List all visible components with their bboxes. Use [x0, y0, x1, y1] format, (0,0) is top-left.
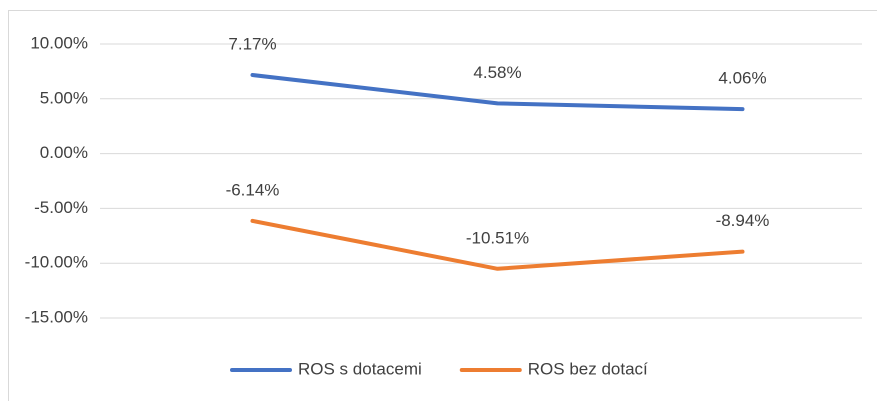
- chart-frame: [8, 10, 877, 401]
- y-tick-label: -10.00%: [25, 253, 88, 272]
- y-tick-label: 0.00%: [40, 143, 88, 162]
- y-tick-label: -5.00%: [34, 198, 88, 217]
- series-line: [250, 73, 745, 112]
- legend-label: ROS bez dotací: [528, 359, 648, 378]
- data-label: 7.17%: [228, 35, 276, 54]
- data-label: 4.06%: [718, 69, 766, 88]
- y-tick-label: 5.00%: [40, 88, 88, 107]
- data-label: -6.14%: [226, 180, 280, 199]
- legend-label: ROS s dotacemi: [298, 359, 422, 378]
- data-label: -8.94%: [716, 211, 770, 230]
- data-label: -10.51%: [466, 228, 529, 247]
- series-line: [250, 218, 745, 271]
- data-label: 4.58%: [473, 63, 521, 82]
- y-tick-label: -15.00%: [25, 307, 88, 326]
- y-tick-label: 10.00%: [30, 33, 88, 52]
